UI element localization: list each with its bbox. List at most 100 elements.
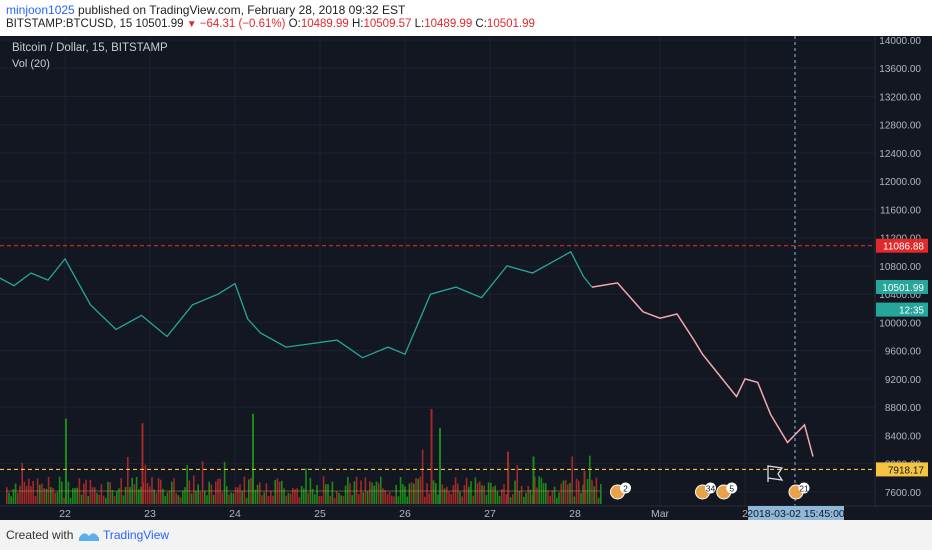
volume-bar bbox=[448, 491, 450, 504]
volume-bar bbox=[206, 495, 208, 504]
volume-bar bbox=[571, 456, 573, 504]
volume-bar bbox=[294, 489, 296, 504]
volume-bar bbox=[591, 480, 593, 504]
volume-bar bbox=[300, 485, 303, 504]
volume-bar bbox=[443, 488, 446, 504]
volume-bar bbox=[410, 482, 413, 504]
volume-bar bbox=[201, 461, 204, 504]
event-count-label: 5 bbox=[729, 484, 734, 494]
volume-bar bbox=[23, 481, 26, 504]
volume-bar bbox=[494, 485, 496, 504]
volume-bar bbox=[228, 494, 230, 504]
volume-bar bbox=[162, 488, 164, 504]
volume-bar bbox=[74, 487, 76, 504]
volume-bar bbox=[12, 488, 15, 504]
price-tick-label: 8400.00 bbox=[885, 431, 922, 442]
volume-bar bbox=[182, 490, 184, 504]
volume-bar bbox=[349, 483, 351, 504]
time-axis-labels: 22 23 24 25 26 27 28 Mar 2 bbox=[59, 508, 748, 520]
volume-bar bbox=[263, 492, 265, 504]
volume-bar bbox=[270, 490, 272, 504]
volume-bar bbox=[490, 482, 492, 504]
tradingview-logo-icon bbox=[79, 533, 99, 541]
volume-bar bbox=[80, 494, 83, 504]
volume-bar bbox=[501, 489, 503, 504]
volume-bar bbox=[421, 449, 424, 504]
volume-bar bbox=[560, 483, 562, 504]
volume-bar bbox=[116, 491, 118, 504]
volume-bar bbox=[325, 484, 327, 504]
price-tags: 11086.88 7918.17 10501.99 12:35 2018-03-02 1… bbox=[747, 238, 928, 520]
price-change: −64.31 (−0.61%) bbox=[199, 18, 286, 30]
crosshair-date-label: 2018-03-02 15:45:00 bbox=[747, 508, 845, 520]
created-with-text: Created with bbox=[6, 528, 74, 542]
volume-bar bbox=[428, 493, 430, 504]
chart-header: minjoon1025 published on TradingView.com… bbox=[0, 0, 932, 36]
price-tick-label: 11600.00 bbox=[880, 205, 921, 216]
volume-bar bbox=[327, 484, 329, 504]
volume-spike bbox=[507, 451, 509, 504]
volume-bar bbox=[234, 487, 237, 504]
volume-bar bbox=[377, 482, 380, 504]
volume-bar bbox=[69, 497, 72, 504]
volume-bar bbox=[461, 496, 463, 504]
volume-bar bbox=[30, 485, 32, 504]
volume-bar bbox=[520, 486, 523, 504]
volume-bar bbox=[402, 484, 404, 504]
volume-bar bbox=[100, 484, 103, 504]
volume-bar bbox=[545, 483, 547, 504]
time-tick-label: 2 bbox=[742, 508, 748, 520]
volume-bar bbox=[303, 488, 305, 504]
volume-bar bbox=[468, 486, 470, 504]
tradingview-brand[interactable]: TradingView bbox=[103, 528, 170, 542]
volume-bar bbox=[179, 497, 182, 504]
price-tick-label: 12800.00 bbox=[879, 121, 921, 132]
volume-bar bbox=[122, 495, 125, 504]
open-label: O: bbox=[288, 18, 301, 30]
volume-bar bbox=[259, 482, 261, 504]
volume-bar bbox=[267, 496, 270, 504]
volume-bar bbox=[261, 495, 263, 504]
volume-bar bbox=[61, 481, 63, 504]
time-tick-label: 24 bbox=[229, 508, 241, 520]
price-tick-label: 8800.00 bbox=[885, 403, 922, 414]
volume-bar bbox=[118, 488, 120, 504]
price-axis[interactable] bbox=[875, 36, 932, 506]
volume-bar bbox=[452, 484, 455, 504]
volume-bar bbox=[91, 487, 94, 504]
volume-bar bbox=[144, 464, 147, 504]
volume-bar bbox=[479, 481, 481, 504]
volume-bar bbox=[399, 477, 402, 504]
volume-bar bbox=[344, 485, 347, 504]
price-tag bbox=[876, 279, 928, 294]
volume-bar bbox=[492, 486, 494, 504]
volume-bar bbox=[496, 491, 499, 504]
event-count-label: 34 bbox=[706, 484, 716, 494]
volume-bar bbox=[212, 494, 215, 504]
volume-bar bbox=[529, 489, 532, 504]
volume-bar bbox=[195, 490, 197, 504]
volume-bar bbox=[569, 482, 571, 504]
chart-area[interactable]: 2 34 5 21 14000.00 13600.00 13200.00 12800.00 1… bbox=[0, 36, 932, 520]
volume-bar bbox=[523, 496, 525, 504]
open-value: 10489.99 bbox=[300, 18, 349, 30]
grid-lines bbox=[0, 36, 875, 506]
time-axis[interactable] bbox=[0, 506, 932, 520]
volume-bar bbox=[41, 483, 43, 504]
last-price: 10501.99 bbox=[135, 18, 184, 30]
volume-bar bbox=[298, 497, 301, 504]
volume-bar bbox=[248, 479, 250, 504]
price-chart[interactable]: 2 34 5 21 14000.00 13600.00 13200.00 12800.00 1… bbox=[0, 36, 932, 520]
volume-bar bbox=[305, 468, 307, 504]
volume-bar bbox=[190, 493, 193, 504]
volume-bar bbox=[406, 496, 408, 504]
volume-bar bbox=[45, 488, 48, 504]
flag-icon[interactable] bbox=[767, 465, 784, 482]
price-tag-label: 11086.88 bbox=[883, 242, 924, 253]
volume-bar bbox=[446, 486, 448, 504]
volume-bar bbox=[450, 494, 452, 504]
time-tick-label: 28 bbox=[569, 508, 581, 520]
time-tick-label: 27 bbox=[484, 508, 496, 520]
volume-bar bbox=[311, 488, 314, 504]
author-link[interactable]: minjoon1025 bbox=[6, 3, 75, 17]
